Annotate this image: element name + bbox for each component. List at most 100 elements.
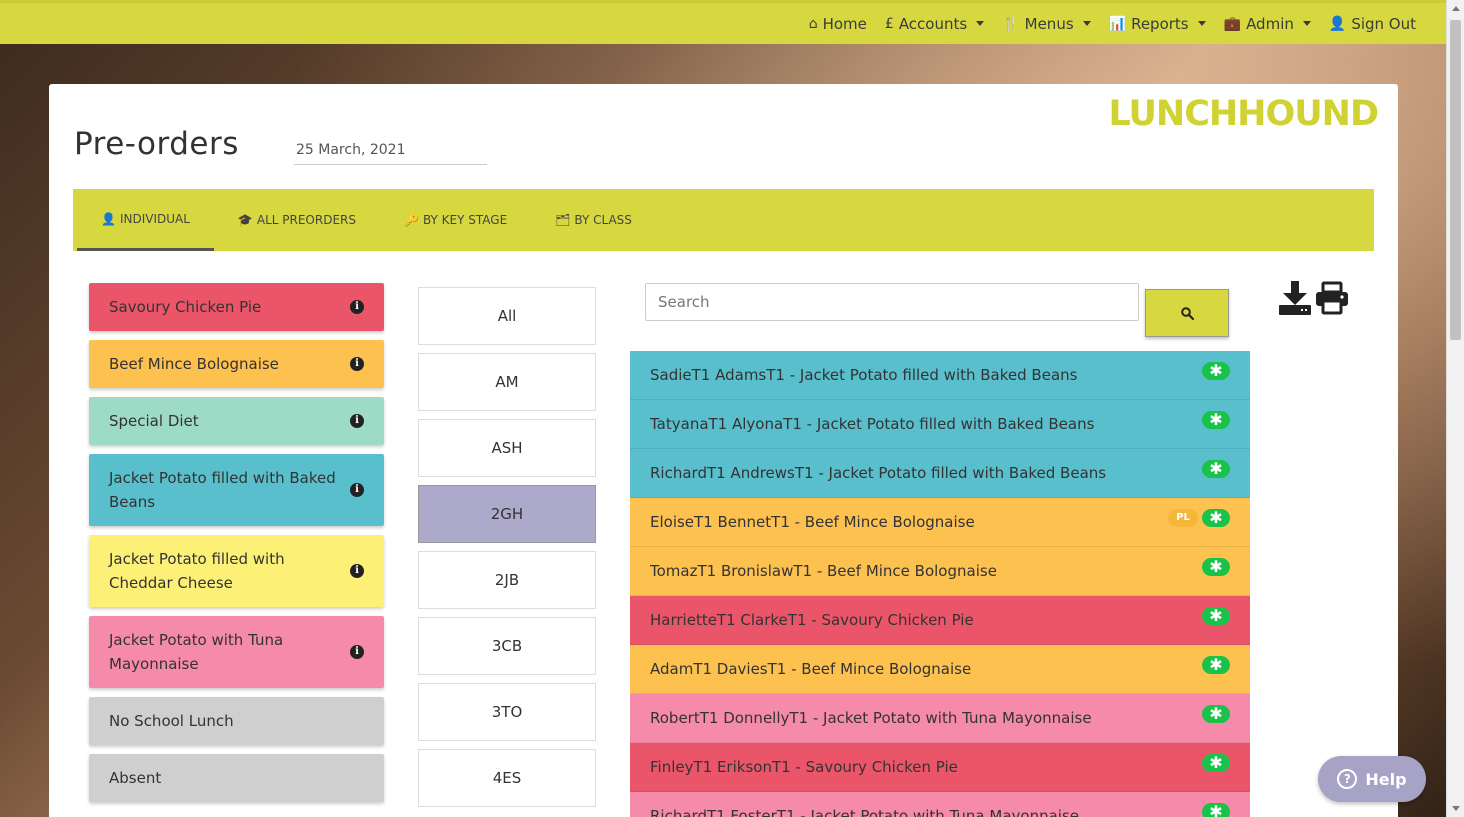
chart-icon: 📊 — [1108, 15, 1127, 32]
meal-label: Jacket Potato filled with Baked Beans — [109, 469, 336, 511]
tab-all-preorders[interactable]: 🎓 ALL PREORDERS — [214, 189, 380, 251]
class-item[interactable]: 2GH — [418, 485, 596, 543]
class-item[interactable]: 2JB — [418, 551, 596, 609]
scroll-thumb[interactable] — [1450, 20, 1461, 340]
asterisk-icon[interactable]: ✱ — [1202, 509, 1230, 527]
main-card: Pre-orders LUNCHHOUND 👤INDIVIDUAL🎓ALL PR… — [49, 84, 1398, 817]
class-item[interactable]: AM — [418, 353, 596, 411]
nav-item-reports[interactable]: 📊 Reports — [1109, 15, 1206, 33]
class-item[interactable]: 3CB — [418, 617, 596, 675]
order-row[interactable]: HarrietteT1 ClarkeT1 - Savoury Chicken P… — [630, 596, 1250, 645]
order-text: SadieT1 AdamsT1 - Jacket Potato filled w… — [650, 366, 1078, 384]
lunchhound-logo: LUNCHHOUND — [1108, 94, 1379, 134]
asterisk-icon[interactable]: ✱ — [1202, 607, 1230, 625]
tab-individual[interactable]: 👤 INDIVIDUAL — [77, 189, 214, 251]
order-row[interactable]: TomazT1 BronislawT1 - Beef Mince Bologna… — [630, 547, 1250, 596]
nav-item-admin[interactable]: 💼 Admin — [1224, 15, 1311, 33]
nav-item-menus[interactable]: 🍴 Menus — [1002, 14, 1091, 33]
meal-item[interactable]: Special Diet i — [89, 397, 384, 445]
order-badges: ✱ — [1202, 558, 1230, 576]
order-row[interactable]: TatyanaT1 AlyonaT1 - Jacket Potato fille… — [630, 400, 1250, 449]
download-icon[interactable] — [1279, 281, 1311, 315]
cutlery-icon: 🍴 — [1002, 15, 1020, 32]
tab-label: BY KEY STAGE — [422, 213, 508, 227]
order-text: RichardT1 FosterT1 - Jacket Potato with … — [650, 807, 1079, 817]
info-icon[interactable]: i — [350, 645, 364, 659]
nav-label: Menus — [1024, 14, 1074, 33]
asterisk-icon[interactable]: ✱ — [1202, 411, 1230, 429]
info-icon[interactable]: i — [350, 483, 364, 497]
scroll-up-icon[interactable] — [1452, 6, 1460, 11]
class-icon: 🗂 — [555, 213, 571, 227]
order-badges: PL ✱ — [1168, 509, 1230, 527]
meal-item[interactable]: No School Lunch — [89, 697, 384, 745]
tab-by-key-stage[interactable]: 🔑 BY KEY STAGE — [380, 189, 531, 251]
tab-bar: 👤 INDIVIDUAL 🎓 ALL PREORDERS 🔑 BY KEY STAGE 🗂 B… — [73, 189, 1374, 251]
asterisk-icon[interactable]: ✱ — [1202, 460, 1230, 478]
nav-item-accounts[interactable]: £ Accounts — [885, 14, 985, 33]
nav-label: Accounts — [898, 14, 968, 33]
asterisk-icon[interactable]: ✱ — [1202, 754, 1230, 772]
order-badges: ✱ — [1202, 607, 1230, 625]
question-icon: ? — [1337, 769, 1358, 789]
order-row[interactable]: RichardT1 FosterT1 - Jacket Potato with … — [630, 792, 1250, 817]
order-row[interactable]: RobertT1 DonnellyT1 - Jacket Potato with… — [630, 694, 1250, 743]
order-text: HarrietteT1 ClarkeT1 - Savoury Chicken P… — [650, 611, 974, 629]
meal-item[interactable]: Jacket Potato filled with Baked Beans i — [89, 454, 384, 526]
order-text: TomazT1 BronislawT1 - Beef Mince Bologna… — [650, 562, 997, 580]
class-item[interactable]: 3TO — [418, 683, 596, 741]
info-icon[interactable]: i — [350, 357, 364, 371]
search-input[interactable] — [645, 283, 1139, 321]
order-badges: ✱ — [1202, 656, 1230, 674]
info-icon[interactable]: i — [350, 300, 364, 314]
meal-item[interactable]: Absent — [89, 754, 384, 802]
order-text: RobertT1 DonnellyT1 - Jacket Potato with… — [650, 709, 1092, 727]
tab-label: ALL PREORDERS — [256, 213, 356, 227]
info-icon[interactable]: i — [350, 414, 364, 428]
order-row[interactable]: RichardT1 AndrewsT1 - Jacket Potato fill… — [630, 449, 1250, 498]
briefcase-icon: 💼 — [1223, 15, 1242, 32]
class-item[interactable]: 4ES — [418, 749, 596, 807]
order-badges: ✱ — [1202, 460, 1230, 478]
packed-lunch-badge: PL — [1168, 509, 1198, 527]
asterisk-icon[interactable]: ✱ — [1202, 803, 1230, 817]
class-item[interactable]: All — [418, 287, 596, 345]
page-scrollbar[interactable] — [1446, 0, 1464, 817]
nav-label: Reports — [1131, 14, 1189, 33]
tab-by-class[interactable]: 🗂 BY CLASS — [531, 189, 656, 251]
nav-label: Admin — [1246, 14, 1294, 33]
tab-label: BY CLASS — [574, 213, 632, 227]
chevron-down-icon — [976, 21, 985, 26]
meal-item[interactable]: Savoury Chicken Pie i — [89, 283, 384, 331]
order-row[interactable]: AdamT1 DaviesT1 - Beef Mince Bolognaise ✱ — [630, 645, 1250, 694]
tab-label: INDIVIDUAL — [119, 211, 190, 226]
meal-item[interactable]: Jacket Potato filled with Cheddar Cheese… — [89, 535, 384, 607]
nav-label: Home — [822, 14, 867, 33]
order-row[interactable]: SadieT1 AdamsT1 - Jacket Potato filled w… — [630, 351, 1250, 400]
meal-item[interactable]: Jacket Potato with Tuna Mayonnaise i — [89, 616, 384, 688]
meal-item[interactable]: Beef Mince Bolognaise i — [89, 340, 384, 388]
asterisk-icon[interactable]: ✱ — [1202, 705, 1230, 723]
search-button[interactable] — [1145, 289, 1229, 337]
class-item[interactable]: ASH — [418, 419, 596, 477]
meal-label: Absent — [109, 769, 162, 787]
help-button[interactable]: ? Help — [1318, 756, 1426, 802]
print-icon[interactable] — [1315, 281, 1349, 315]
asterisk-icon[interactable]: ✱ — [1202, 656, 1230, 674]
asterisk-icon[interactable]: ✱ — [1202, 558, 1230, 576]
order-row[interactable]: FinleyT1 EriksonT1 - Savoury Chicken Pie… — [630, 743, 1250, 792]
info-icon[interactable]: i — [350, 564, 364, 578]
date-field[interactable] — [294, 136, 487, 165]
meal-label: Jacket Potato with Tuna Mayonnaise — [109, 631, 284, 673]
order-row[interactable]: EloiseT1 BennetT1 - Beef Mince Bolognais… — [630, 498, 1250, 547]
order-text: AdamT1 DaviesT1 - Beef Mince Bolognaise — [650, 660, 972, 678]
order-text: EloiseT1 BennetT1 - Beef Mince Bolognais… — [650, 513, 975, 531]
user-icon: 👤 — [1328, 15, 1347, 32]
order-text: FinleyT1 EriksonT1 - Savoury Chicken Pie — [650, 758, 958, 776]
search-icon — [1180, 306, 1194, 320]
asterisk-icon[interactable]: ✱ — [1202, 362, 1230, 380]
scroll-down-icon[interactable] — [1452, 806, 1460, 811]
nav-item-sign-out[interactable]: 👤 Sign Out — [1329, 15, 1416, 33]
nav-item-home[interactable]: ⌂ Home — [809, 15, 867, 33]
